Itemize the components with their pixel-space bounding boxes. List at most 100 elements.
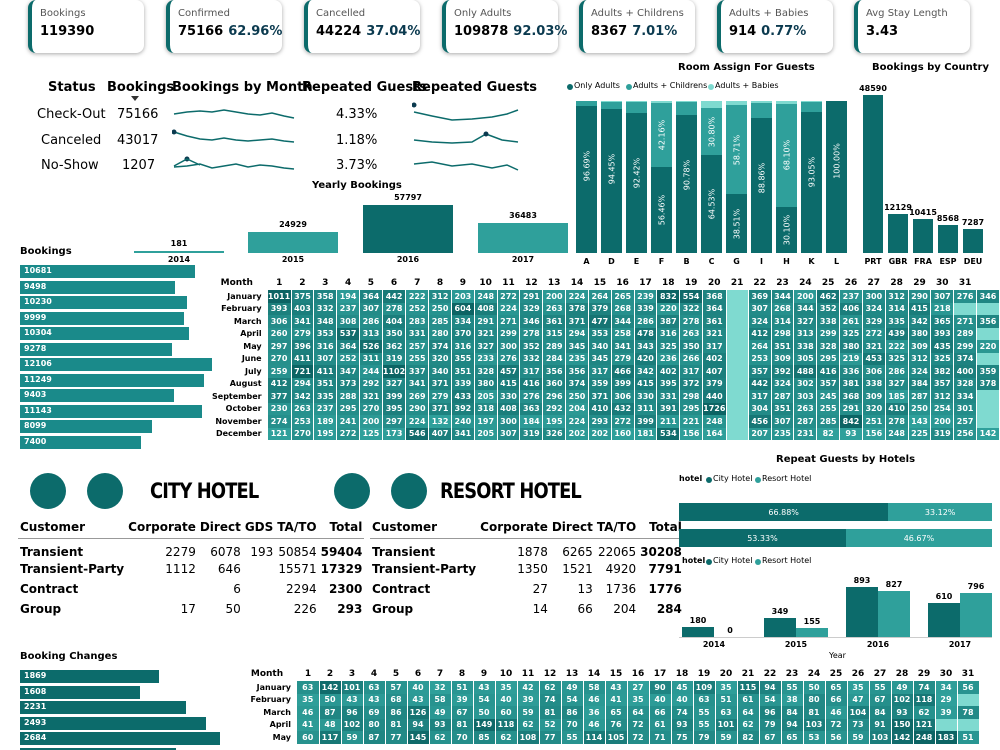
heatmap-cell[interactable]: 534 — [656, 427, 681, 440]
heatmap-cell[interactable]: 252 — [336, 352, 360, 365]
heatmap-cell[interactable]: 105 — [605, 731, 628, 744]
heatmap-cell[interactable]: 342 — [908, 315, 932, 328]
heatmap-cell[interactable]: 67 — [869, 693, 892, 706]
heatmap-cell[interactable]: 355 — [451, 352, 475, 365]
heatmap-cell[interactable]: 832 — [656, 290, 681, 303]
heatmap-cell[interactable]: 231 — [793, 427, 818, 440]
heatmap-cell[interactable]: 335 — [885, 315, 909, 328]
heatmap-cell[interactable]: 46 — [583, 693, 606, 706]
heatmap-cell[interactable]: 263 — [679, 327, 704, 340]
heatmap-cell[interactable] — [726, 415, 749, 428]
heatmap-cell[interactable]: 554 — [679, 290, 704, 303]
heatmap-cell[interactable]: 372 — [679, 377, 704, 390]
heatmap-cell[interactable]: 371 — [428, 402, 452, 415]
heatmap-cell[interactable]: 301 — [953, 402, 978, 415]
heatmap-cell[interactable]: 237 — [336, 302, 360, 315]
heatmap-cell[interactable]: 350 — [679, 340, 704, 353]
heatmap-cell[interactable]: 81 — [385, 718, 408, 731]
heatmap-cell[interactable]: 72 — [627, 718, 650, 731]
heatmap-cell[interactable] — [976, 327, 1000, 340]
room-bar-adults[interactable] — [826, 101, 847, 253]
heatmap-cell[interactable]: 307 — [313, 352, 338, 365]
heatmap-cell[interactable]: 237 — [839, 290, 863, 303]
heatmap-cell[interactable]: 317 — [702, 340, 727, 353]
heatmap-cell[interactable]: 289 — [953, 327, 978, 340]
heatmap-cell[interactable]: 278 — [382, 302, 407, 315]
heatmap-cell[interactable]: 225 — [908, 427, 932, 440]
heatmap-cell[interactable]: 220 — [656, 302, 681, 315]
heatmap-cell[interactable]: 369 — [748, 290, 772, 303]
heatmap-cell[interactable]: 39 — [451, 693, 474, 706]
heatmap-cell[interactable]: 61 — [737, 693, 760, 706]
room-bar-children[interactable] — [651, 103, 672, 168]
heatmap-cell[interactable]: 331 — [405, 327, 430, 340]
heatmap-cell[interactable]: 132 — [428, 415, 452, 428]
heatmap-cell[interactable]: 53 — [803, 731, 826, 744]
heatmap-cell[interactable]: 104 — [847, 706, 870, 719]
heatmap-cell[interactable]: 51 — [715, 693, 738, 706]
heatmap-cell[interactable]: 252 — [405, 302, 430, 315]
country-bar[interactable] — [863, 95, 883, 253]
room-bar-children[interactable] — [801, 101, 822, 112]
heatmap-cell[interactable]: 93 — [891, 706, 914, 719]
heatmap-cell[interactable]: 402 — [702, 352, 727, 365]
room-bar-children[interactable] — [776, 103, 797, 208]
heatmap-cell[interactable]: 380 — [908, 327, 932, 340]
yearly-bar[interactable] — [134, 251, 224, 253]
heatmap-cell[interactable]: 63 — [715, 706, 738, 719]
heatmap-cell[interactable]: 363 — [519, 402, 544, 415]
heatmap-cell[interactable]: 329 — [519, 302, 544, 315]
heatmap-cell[interactable]: 316 — [656, 327, 681, 340]
heatmap-cell[interactable]: 313 — [793, 327, 818, 340]
heatmap-cell[interactable]: 27 — [627, 681, 650, 694]
heatmap-cell[interactable]: 374 — [953, 352, 978, 365]
repeat-bar-resort[interactable] — [888, 503, 992, 521]
room-bar-adults[interactable] — [651, 167, 672, 253]
repeat-year-bar-city[interactable] — [764, 617, 796, 637]
heatmap-cell[interactable]: 359 — [588, 377, 612, 390]
heatmap-cell[interactable]: 117 — [319, 731, 342, 744]
heatmap-cell[interactable]: 204 — [565, 402, 589, 415]
heatmap-cell[interactable]: 55 — [693, 718, 716, 731]
heatmap-cell[interactable]: 49 — [561, 681, 584, 694]
heatmap-cell[interactable]: 42 — [517, 681, 540, 694]
room-bar-children[interactable] — [601, 101, 622, 110]
heatmap-cell[interactable]: 328 — [953, 377, 978, 390]
room-bar-adults[interactable] — [601, 109, 622, 253]
room-bar-children[interactable] — [701, 108, 722, 155]
heatmap-cell[interactable]: 202 — [588, 427, 612, 440]
heatmap-cell[interactable]: 69 — [363, 706, 386, 719]
heatmap-cell[interactable]: 453 — [862, 352, 886, 365]
country-bar[interactable] — [963, 229, 983, 253]
heatmap-cell[interactable]: 324 — [908, 365, 932, 378]
heatmap-cell[interactable]: 351 — [771, 402, 795, 415]
heatmap-cell[interactable]: 62 — [539, 681, 562, 694]
heatmap-cell[interactable]: 55 — [869, 681, 892, 694]
heatmap-cell[interactable]: 361 — [702, 315, 727, 328]
booking-change-bar[interactable]: 2493 — [20, 716, 206, 730]
heatmap-cell[interactable]: 248 — [474, 290, 498, 303]
heatmap-cell[interactable]: 93 — [671, 718, 694, 731]
heatmap-cell[interactable]: 63 — [297, 681, 320, 694]
heatmap-cell[interactable]: 299 — [497, 327, 521, 340]
bookings-bar[interactable]: 9403 — [20, 389, 174, 402]
heatmap-cell[interactable]: 237 — [313, 402, 338, 415]
heatmap-cell[interactable]: 96 — [341, 706, 364, 719]
heatmap-cell[interactable]: 224 — [565, 290, 589, 303]
heatmap-cell[interactable]: 296 — [542, 390, 567, 403]
heatmap-cell[interactable]: 410 — [588, 402, 612, 415]
heatmap-cell[interactable]: 96 — [759, 706, 782, 719]
heatmap-cell[interactable]: 317 — [519, 365, 544, 378]
heatmap-cell[interactable]: 345 — [588, 352, 612, 365]
heatmap-cell[interactable]: 338 — [816, 315, 841, 328]
heatmap-cell[interactable]: 338 — [793, 340, 818, 353]
heatmap-cell[interactable]: 255 — [405, 352, 430, 365]
heatmap-cell[interactable]: 400 — [953, 365, 978, 378]
heatmap-cell[interactable]: 546 — [405, 427, 430, 440]
heatmap-cell[interactable]: 75 — [671, 731, 694, 744]
yearly-bar[interactable] — [248, 232, 338, 253]
heatmap-cell[interactable]: 54 — [759, 693, 782, 706]
heatmap-cell[interactable]: 220 — [976, 340, 1000, 353]
heatmap-cell[interactable]: 156 — [862, 427, 886, 440]
heatmap-cell[interactable]: 222 — [885, 340, 909, 353]
